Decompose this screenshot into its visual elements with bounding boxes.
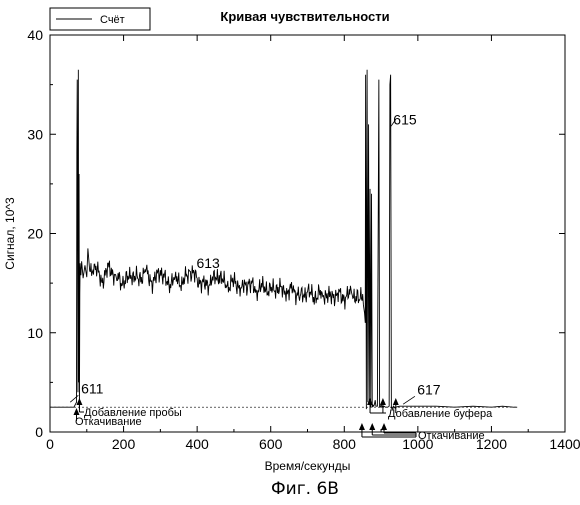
y-tick-label: 10 bbox=[27, 325, 43, 341]
pump-out-2-arrow-1 bbox=[369, 423, 375, 430]
annotation-ref-617: 617 bbox=[417, 381, 441, 397]
annotation-leader bbox=[403, 396, 415, 404]
buffer-add-label: Добавление буфера bbox=[388, 408, 493, 420]
x-tick-label: 1400 bbox=[549, 436, 580, 452]
sample-add-arrow bbox=[76, 398, 82, 405]
pump-out-2-label: Откачивание bbox=[418, 430, 485, 442]
annotation-leader bbox=[70, 395, 78, 402]
pump-out-2-arrow-2 bbox=[381, 423, 387, 430]
legend-label: Счёт bbox=[100, 14, 125, 26]
buffer-add-arrow-2 bbox=[393, 398, 399, 405]
y-tick-label: 40 bbox=[27, 27, 43, 43]
x-tick-label: 200 bbox=[112, 436, 136, 452]
chart-title: Кривая чувствительности bbox=[220, 9, 389, 24]
series-line-0 bbox=[50, 70, 517, 409]
buffer-add-arrow-1 bbox=[380, 398, 386, 405]
x-axis-title: Время/секунды bbox=[265, 459, 351, 473]
annotation-ref-615: 615 bbox=[393, 111, 417, 127]
plot-frame bbox=[50, 35, 565, 432]
figure-caption: Фиг. 6В bbox=[271, 479, 339, 499]
y-tick-label: 20 bbox=[27, 226, 43, 242]
y-axis-title: Сигнал, 10^3 bbox=[3, 197, 17, 270]
annotation-ref-613: 613 bbox=[196, 255, 220, 271]
pump-out-1-label: Откачивание bbox=[75, 416, 142, 428]
x-tick-label: 800 bbox=[333, 436, 357, 452]
y-tick-label: 30 bbox=[27, 126, 43, 142]
x-tick-label: 400 bbox=[185, 436, 209, 452]
pump-out-1-arrow bbox=[73, 408, 79, 415]
pump-out-2-arrow-0 bbox=[359, 423, 365, 430]
y-tick-label: 0 bbox=[35, 424, 43, 440]
x-tick-label: 0 bbox=[46, 436, 54, 452]
annotation-ref-611: 611 bbox=[81, 380, 104, 396]
x-tick-label: 600 bbox=[259, 436, 283, 452]
